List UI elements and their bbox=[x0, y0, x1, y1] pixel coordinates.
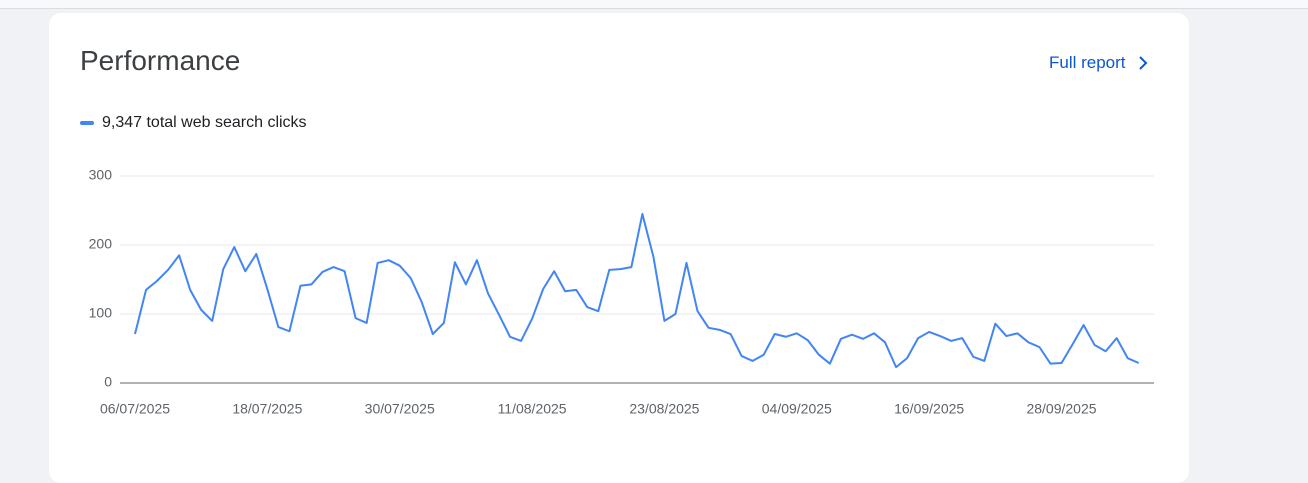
chart: 0 100 200 300 06/07/2025 18/07/2025 30/07/2025… bbox=[89, 167, 1154, 417]
legend-label: 9,347 total web search clicks bbox=[102, 114, 307, 131]
legend: 9,347 total web search clicks bbox=[80, 114, 307, 132]
legend-swatch bbox=[80, 121, 94, 125]
x-tick-label: 16/09/2025 bbox=[894, 401, 964, 417]
chevron-icon[interactable] bbox=[1138, 55, 1148, 71]
full-report-link[interactable]: Full report bbox=[1049, 53, 1148, 73]
x-tick-label: 23/08/2025 bbox=[629, 401, 699, 417]
y-tick-label: 0 bbox=[104, 374, 112, 390]
x-tick-label: 04/09/2025 bbox=[762, 401, 832, 417]
x-tick-label: 06/07/2025 bbox=[100, 401, 170, 417]
card-title: Performance bbox=[80, 45, 241, 76]
y-tick-label: 200 bbox=[89, 236, 113, 252]
x-tick-label: 11/08/2025 bbox=[498, 401, 567, 417]
y-tick-label: 100 bbox=[89, 305, 113, 321]
top-bar bbox=[0, 0, 1308, 9]
x-tick-label: 30/07/2025 bbox=[365, 401, 435, 417]
x-tick-label: 28/09/2025 bbox=[1026, 401, 1096, 417]
link-text[interactable]: Full report bbox=[1049, 53, 1126, 72]
performance-card: Performance Full report 9,347 total web … bbox=[49, 13, 1189, 483]
line-series bbox=[134, 212, 1140, 369]
x-tick-label: 18/07/2025 bbox=[232, 401, 302, 417]
y-tick-label: 300 bbox=[89, 167, 113, 183]
